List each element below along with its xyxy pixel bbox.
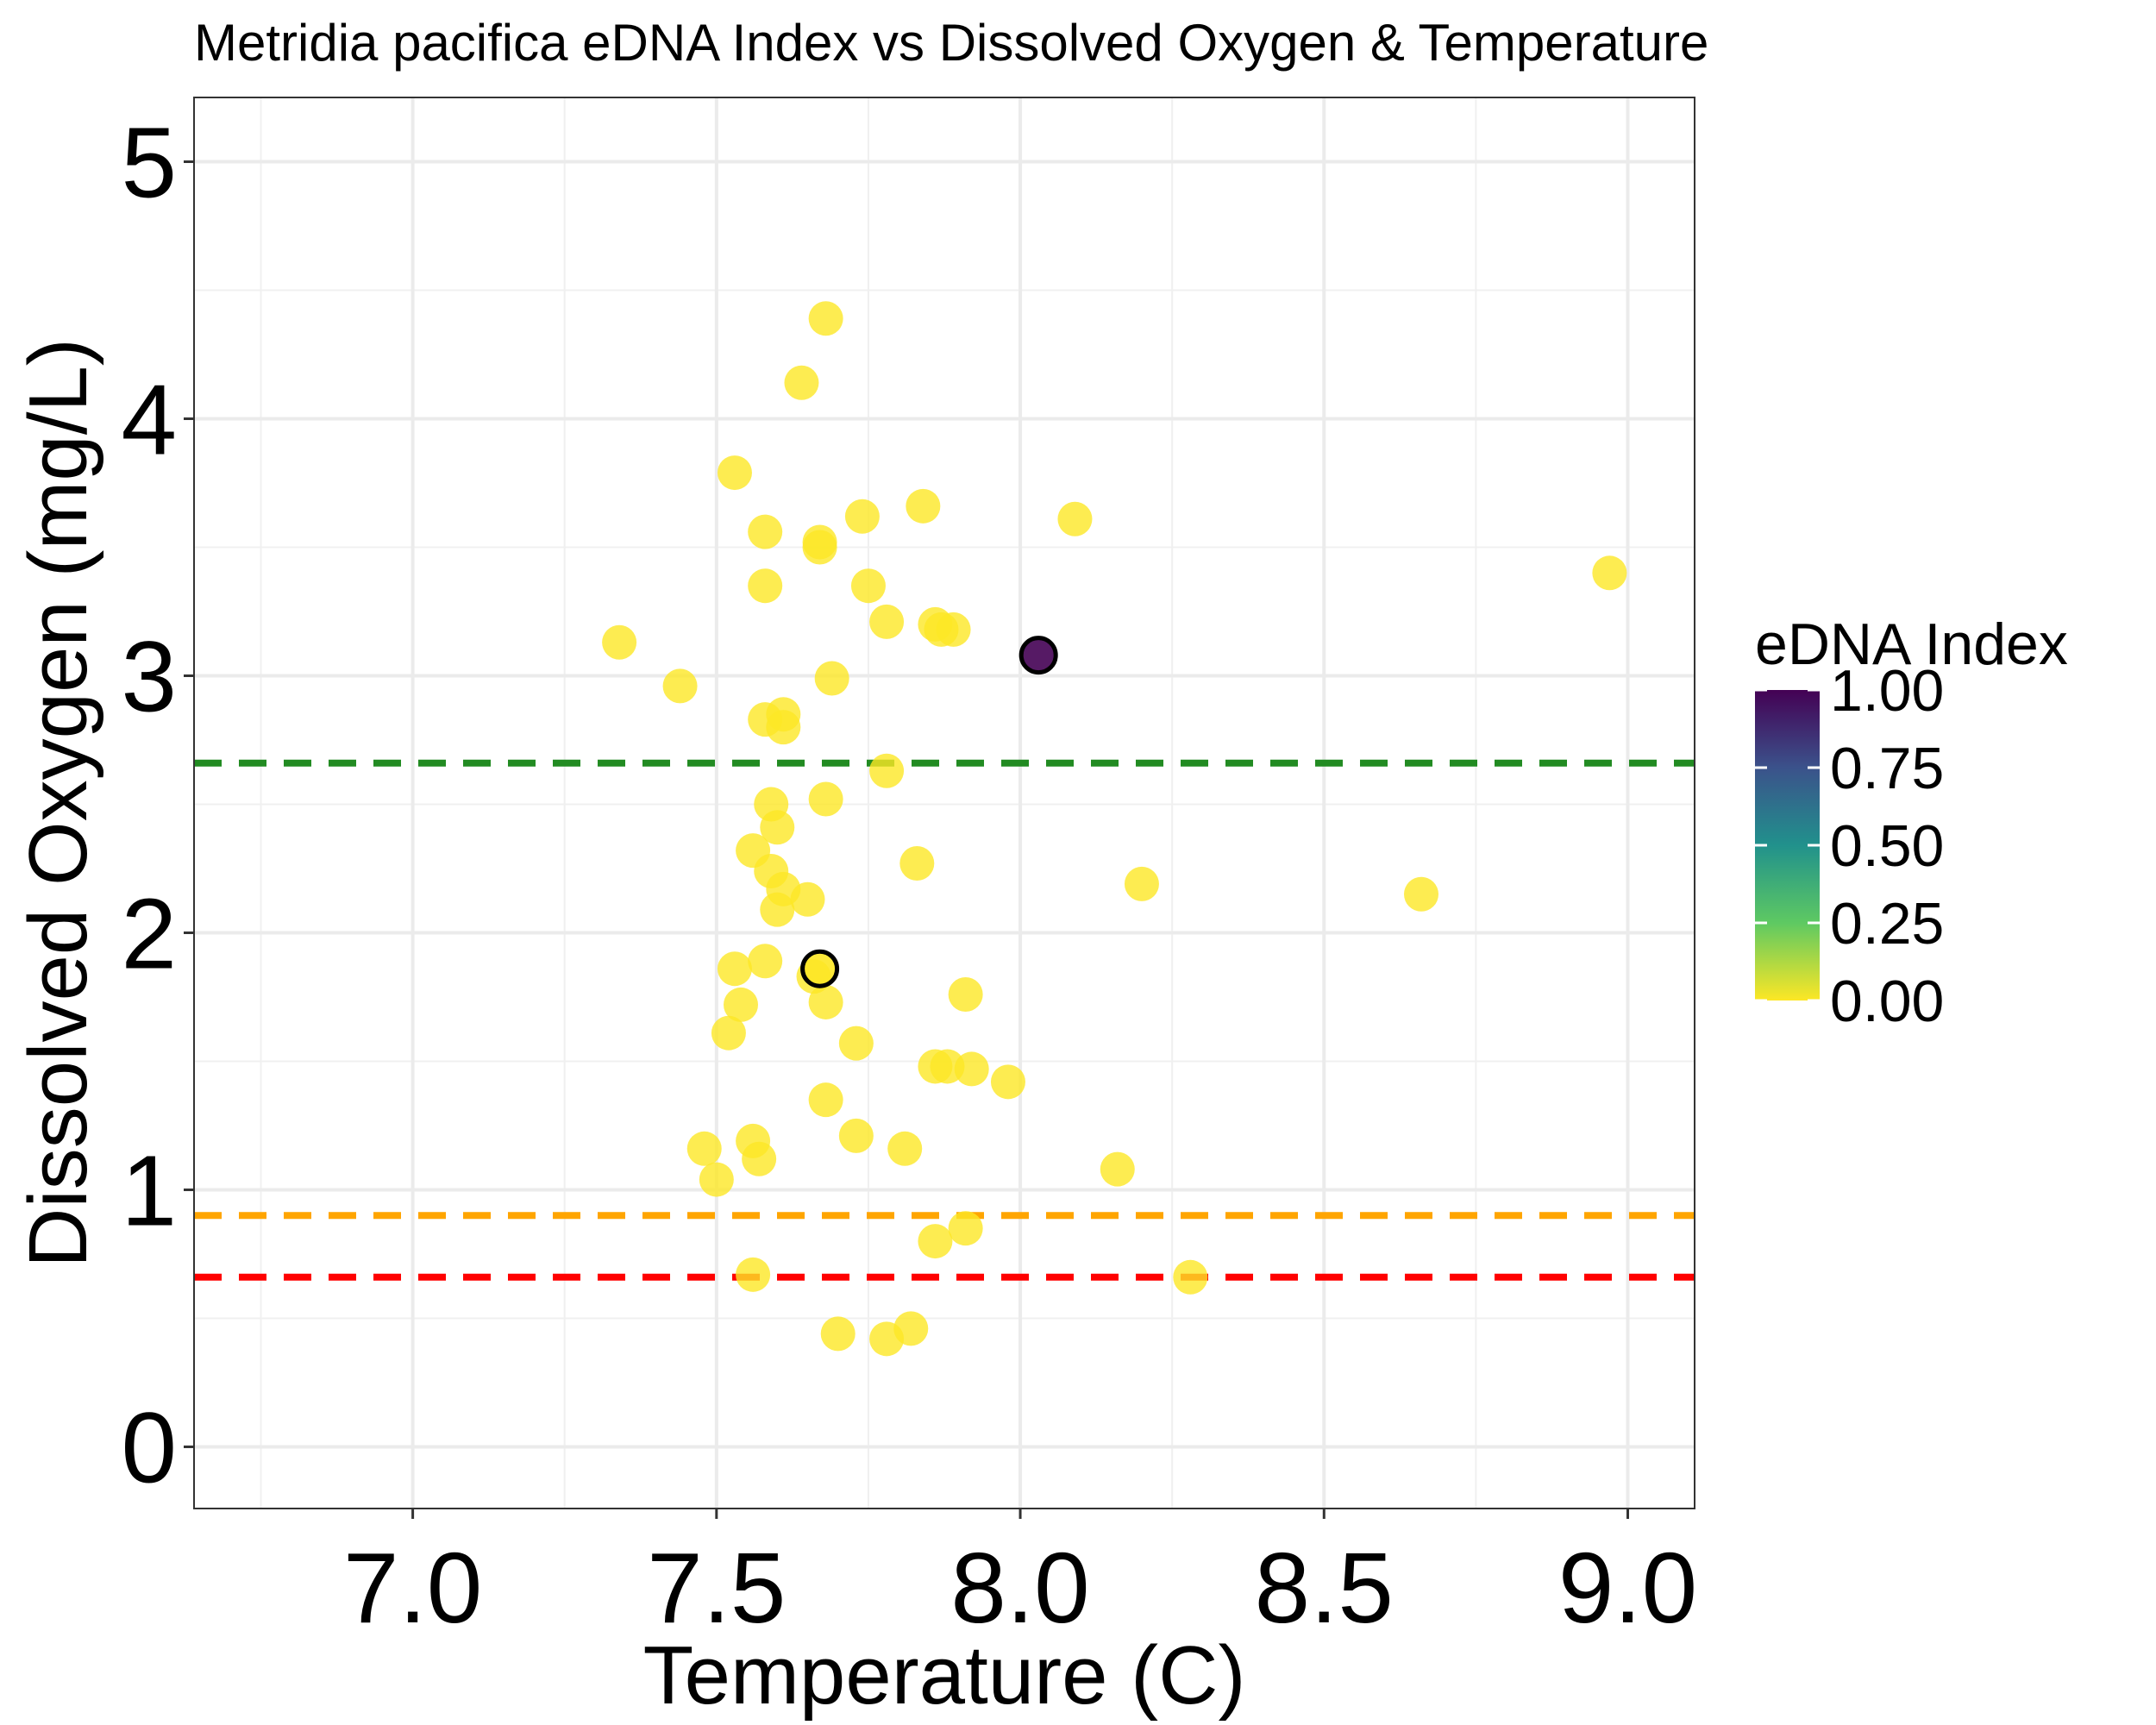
data-point — [766, 710, 801, 745]
data-point — [820, 1316, 856, 1352]
data-point — [717, 455, 752, 491]
data-point — [760, 810, 795, 845]
y-axis-ticks: 0 1 2 3 4 5 — [121, 106, 194, 1503]
data-point — [784, 365, 819, 400]
data-point — [814, 661, 849, 696]
data-point — [686, 1131, 722, 1166]
data-point — [748, 944, 783, 979]
data-points — [602, 301, 1627, 1357]
data-point — [808, 1082, 843, 1118]
data-point — [1100, 1151, 1135, 1187]
data-point — [1403, 876, 1438, 912]
data-point — [906, 488, 941, 524]
data-point — [1592, 555, 1627, 591]
x-tick-label: 8.5 — [1255, 1532, 1394, 1644]
data-point — [724, 987, 759, 1022]
plot-panel — [194, 97, 1695, 1509]
y-tick-label: 0 — [121, 1391, 177, 1503]
plot-area — [193, 97, 1695, 1509]
data-point — [869, 753, 905, 788]
colorbar-tick-label: 0.75 — [1830, 736, 1944, 801]
data-point — [717, 951, 752, 987]
data-point — [838, 1118, 874, 1153]
chart-title: Metridia pacifica eDNA Index vs Dissolve… — [194, 14, 1708, 72]
colorbar-tick-label: 0.25 — [1830, 891, 1944, 957]
y-tick-label: 1 — [121, 1134, 177, 1246]
data-point — [1018, 636, 1058, 675]
data-point — [1124, 866, 1159, 901]
data-point — [918, 1224, 953, 1259]
minor-gridlines — [194, 97, 1695, 1509]
y-tick-label: 2 — [121, 877, 177, 989]
data-point — [887, 1131, 923, 1166]
y-axis-title: Dissolved Oxygen (mg/L) — [12, 338, 104, 1268]
data-point — [948, 1211, 983, 1246]
data-point — [869, 1321, 905, 1357]
x-axis-ticks: 7.0 7.5 8.0 8.5 9.0 — [343, 1509, 1697, 1644]
reference-lines — [194, 759, 1695, 1281]
data-point — [736, 1257, 771, 1292]
data-point — [1057, 501, 1093, 536]
data-point — [748, 514, 783, 549]
plot-border — [193, 97, 1695, 1509]
y-tick-label: 5 — [121, 106, 177, 218]
x-tick-label: 8.0 — [950, 1532, 1089, 1644]
y-tick-label: 4 — [121, 363, 177, 475]
data-point — [742, 1141, 777, 1176]
data-point — [954, 1051, 989, 1087]
data-point — [838, 1026, 874, 1061]
data-point — [802, 530, 837, 565]
x-tick-label: 7.5 — [647, 1532, 786, 1644]
x-tick-label: 9.0 — [1558, 1532, 1697, 1644]
data-point — [990, 1064, 1025, 1100]
legend-title: eDNA Index — [1755, 612, 2068, 677]
colorbar-tick-label: 0.00 — [1830, 969, 1944, 1034]
data-point — [602, 624, 637, 660]
y-tick-label: 3 — [121, 620, 177, 732]
data-point — [760, 892, 795, 927]
major-gridlines — [194, 97, 1695, 1509]
data-point — [790, 881, 825, 917]
data-point — [808, 984, 843, 1019]
data-point — [808, 781, 843, 817]
data-point — [844, 499, 880, 534]
colorbar-ticks: 1.00 0.75 0.50 0.25 0.00 — [1755, 658, 1944, 1034]
colorbar-tick-label: 0.50 — [1830, 813, 1944, 879]
data-point — [1173, 1259, 1208, 1295]
data-point — [850, 568, 886, 604]
data-point — [662, 668, 698, 704]
data-point — [800, 949, 840, 988]
data-point — [699, 1162, 734, 1197]
x-tick-label: 7.0 — [343, 1532, 482, 1644]
data-point — [748, 568, 783, 604]
data-point — [924, 612, 959, 647]
data-point — [899, 846, 935, 881]
colorbar-tick-label: 1.00 — [1830, 658, 1944, 724]
colorbar-legend: eDNA Index 1.00 0.75 0.50 0.25 0.00 — [1755, 612, 2068, 1034]
data-point — [711, 1015, 746, 1051]
data-point — [869, 604, 905, 639]
data-point — [808, 301, 843, 336]
data-point — [948, 977, 983, 1013]
x-axis-title: Temperature (C) — [643, 1629, 1246, 1722]
